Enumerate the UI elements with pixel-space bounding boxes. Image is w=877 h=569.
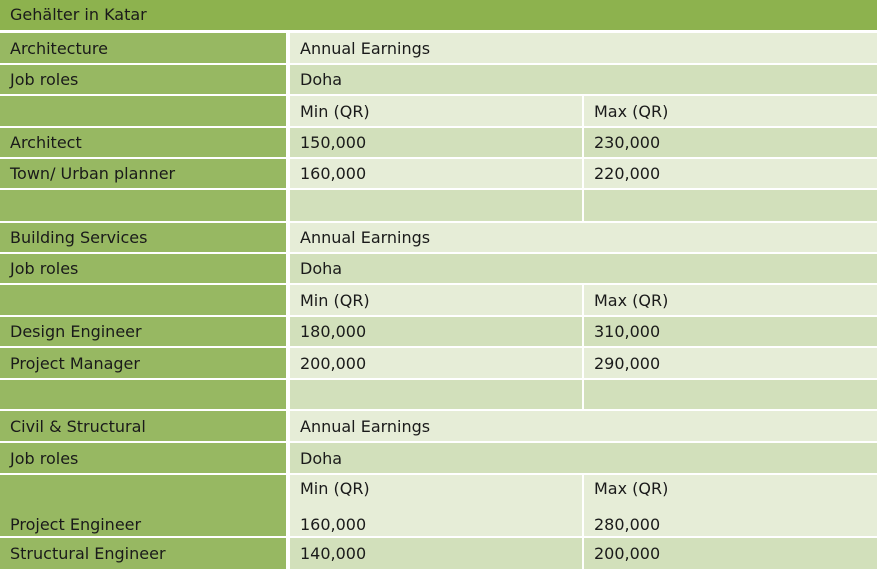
- empty-cell: [0, 285, 290, 315]
- empty-cell: [290, 380, 584, 409]
- section-name: Architecture: [0, 33, 290, 63]
- job-role: Project Engineer: [0, 475, 290, 536]
- job-roles-label: Job roles: [0, 443, 290, 473]
- empty-cell: [584, 380, 877, 409]
- max-salary: 230,000: [584, 128, 877, 157]
- min-salary: 180,000: [290, 317, 584, 346]
- job-roles-row: Job roles Doha: [0, 65, 877, 96]
- job-roles-row: Job roles Doha: [0, 254, 877, 285]
- min-column-cell: Min (QR) 160,000: [290, 475, 584, 536]
- min-header: Min (QR): [290, 285, 584, 315]
- job-role: Project Manager: [0, 348, 290, 378]
- max-header: Max (QR): [594, 479, 669, 498]
- table-row: Project Manager 200,000 290,000: [0, 348, 877, 380]
- job-role: Architect: [0, 128, 290, 157]
- table-title: Gehälter in Katar: [0, 0, 877, 30]
- location-label: Doha: [290, 443, 877, 473]
- table-row: Architect 150,000 230,000: [0, 128, 877, 159]
- job-role: Town/ Urban planner: [0, 159, 290, 188]
- max-column-cell: Max (QR) 280,000: [584, 475, 877, 536]
- section-name: Civil & Structural: [0, 411, 290, 441]
- job-roles-label: Job roles: [0, 65, 290, 94]
- spacer-row: [0, 190, 877, 223]
- earnings-header: Annual Earnings: [290, 223, 877, 252]
- min-header: Min (QR): [300, 479, 370, 498]
- job-roles-label: Job roles: [0, 254, 290, 283]
- max-header: Max (QR): [584, 96, 877, 126]
- min-salary: 140,000: [290, 538, 584, 569]
- location-label: Doha: [290, 65, 877, 94]
- minmax-row: Min (QR) Max (QR): [0, 285, 877, 317]
- empty-cell: [290, 190, 584, 221]
- empty-cell: [0, 96, 290, 126]
- section-name: Building Services: [0, 223, 290, 252]
- max-salary: 310,000: [584, 317, 877, 346]
- table-row: Structural Engineer 140,000 200,000: [0, 538, 877, 569]
- table-row: Design Engineer 180,000 310,000: [0, 317, 877, 348]
- min-salary: 150,000: [290, 128, 584, 157]
- max-salary: 200,000: [584, 538, 877, 569]
- section-header-row: Civil & Structural Annual Earnings: [0, 411, 877, 443]
- salary-table: Architecture Annual Earnings Job roles D…: [0, 33, 877, 569]
- max-header: Max (QR): [584, 285, 877, 315]
- job-roles-row: Job roles Doha: [0, 443, 877, 475]
- empty-cell: [584, 190, 877, 221]
- table-row: Project Engineer Min (QR) 160,000 Max (Q…: [0, 475, 877, 538]
- min-header: Min (QR): [290, 96, 584, 126]
- min-salary: 160,000: [290, 159, 584, 188]
- min-salary: 200,000: [290, 348, 584, 378]
- location-label: Doha: [290, 254, 877, 283]
- job-role: Structural Engineer: [0, 538, 290, 569]
- table-row: Town/ Urban planner 160,000 220,000: [0, 159, 877, 190]
- spacer-row: [0, 380, 877, 411]
- max-salary: 290,000: [584, 348, 877, 378]
- min-salary: 160,000: [300, 515, 367, 534]
- job-role: Design Engineer: [0, 317, 290, 346]
- earnings-header: Annual Earnings: [290, 411, 877, 441]
- empty-cell: [0, 380, 290, 409]
- max-salary: 220,000: [584, 159, 877, 188]
- earnings-header: Annual Earnings: [290, 33, 877, 63]
- max-salary: 280,000: [594, 515, 661, 534]
- minmax-row: Min (QR) Max (QR): [0, 96, 877, 128]
- section-header-row: Building Services Annual Earnings: [0, 223, 877, 254]
- section-header-row: Architecture Annual Earnings: [0, 33, 877, 65]
- empty-cell: [0, 190, 290, 221]
